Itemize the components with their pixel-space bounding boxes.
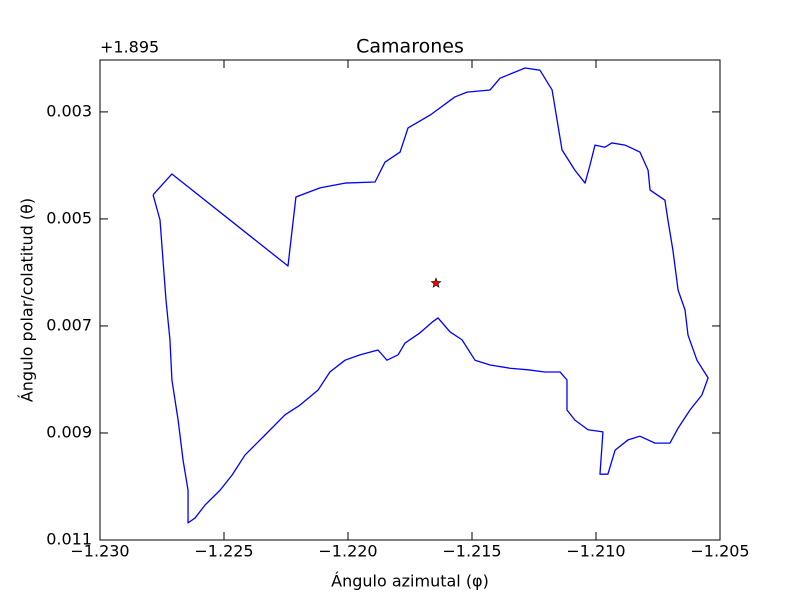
boundary-line: [152, 67, 709, 524]
x-tick-label: −1.230: [70, 542, 129, 561]
x-tick-label: −1.210: [566, 542, 625, 561]
y-tick-label: 0.009: [46, 422, 92, 441]
x-tick-label: −1.225: [194, 542, 253, 561]
y-axis-label: Ángulo polar/colatitud (θ): [18, 198, 37, 402]
chart-title: Camarones: [356, 36, 464, 58]
star-marker: [430, 277, 442, 288]
x-tick-label: −1.215: [442, 542, 501, 561]
plot-frame: [99, 59, 721, 541]
x-axis-label: Ángulo azimutal (φ): [331, 572, 489, 591]
y-offset-text: +1.895: [100, 38, 159, 57]
y-tick-label: 0.007: [46, 315, 92, 334]
y-tick-label: 0.003: [46, 101, 92, 120]
y-tick-label: 0.011: [46, 530, 92, 549]
y-tick-label: 0.005: [46, 208, 92, 227]
x-tick-label: −1.220: [318, 542, 377, 561]
x-tick-label: −1.205: [690, 542, 749, 561]
